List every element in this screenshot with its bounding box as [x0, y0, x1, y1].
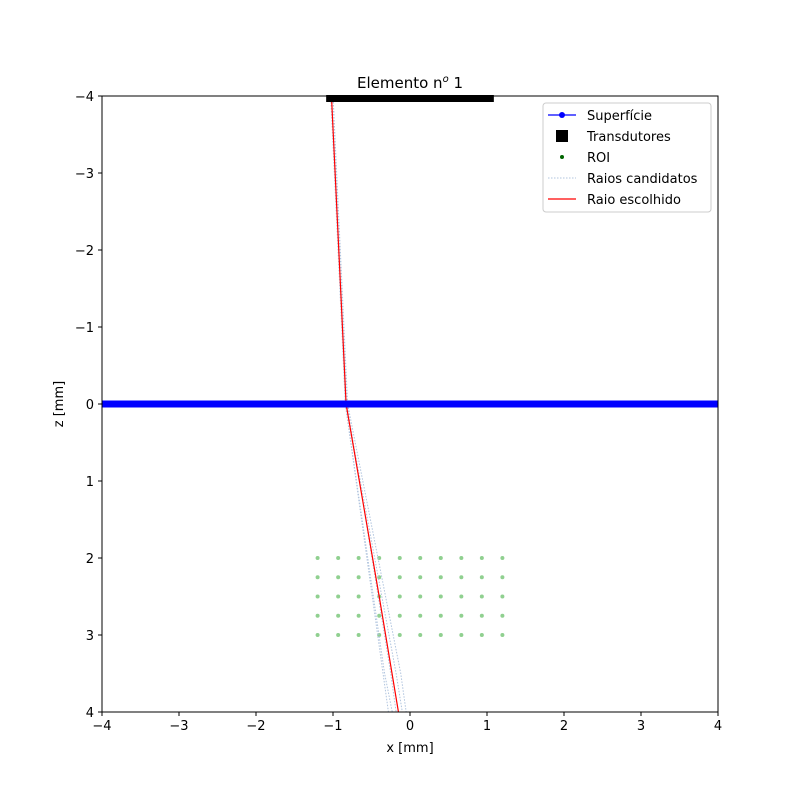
roi-point-1-6: [438, 575, 443, 580]
x-tick-label-7: 3: [637, 719, 645, 734]
legend-label-3: Raios candidatos: [587, 172, 698, 187]
legend: Superfície Transdutores ROI Raios candidato…: [542, 102, 712, 213]
roi-point-3-1: [336, 613, 341, 618]
roi-point-4-6: [438, 633, 443, 637]
roi-point-2-4: [397, 594, 402, 599]
roi-point-2-9: [500, 594, 505, 599]
roi-point-2-0: [315, 594, 320, 599]
chosen-ray: [330, 95, 400, 713]
roi-point-1-7: [459, 575, 464, 580]
roi-point-1-1: [336, 575, 341, 580]
legend-box: [542, 102, 712, 213]
roi-point-4-4: [397, 633, 402, 637]
roi-point-4-7: [459, 633, 464, 637]
legend-swatch-dot: [560, 155, 564, 159]
roi-point-4-5: [418, 633, 423, 637]
roi-point-1-5: [418, 575, 423, 580]
roi-point-3-7: [459, 613, 464, 618]
legend-item-4: Raio escolhido: [548, 193, 681, 208]
x-tick-label-5: 1: [483, 719, 491, 734]
roi-point-1-0: [315, 575, 320, 580]
roi-point-3-9: [500, 613, 505, 618]
roi-point-3-5: [418, 613, 423, 618]
roi-point-2-5: [418, 594, 423, 599]
roi-point-4-3: [377, 633, 382, 637]
transducer-array: [326, 95, 494, 102]
x-tick-label-6: 2: [560, 719, 568, 734]
roi-point-3-4: [397, 613, 402, 618]
x-axis-ticks: −4 −3 −2 −1 0 1 2 3 4: [92, 712, 722, 734]
candidate-ray-3: [330, 95, 389, 713]
roi-point-4-9: [500, 633, 505, 637]
roi-point-3-2: [356, 613, 361, 618]
roi-point-0-9: [500, 556, 505, 560]
x-tick-label-2: −2: [246, 719, 265, 734]
legend-swatch-marker: [559, 112, 565, 118]
x-tick-label-3: −1: [323, 719, 342, 734]
y-tick-label-0: −4: [75, 90, 94, 105]
y-tick-label-6: 2: [86, 552, 94, 567]
legend-label-2: ROI: [587, 151, 610, 166]
x-tick-label-0: −4: [92, 719, 111, 734]
roi-points: [315, 556, 505, 637]
roi-point-2-6: [438, 594, 443, 599]
roi-point-4-8: [479, 633, 484, 637]
roi-point-1-8: [479, 575, 484, 580]
roi-point-2-2: [356, 594, 361, 599]
legend-label-4: Raio escolhido: [587, 193, 681, 208]
roi-point-0-4: [397, 556, 402, 560]
legend-item-1: Transdutores: [556, 130, 671, 145]
legend-item-0: Superfície: [548, 109, 652, 124]
roi-point-2-7: [459, 594, 464, 599]
chart-title-main: Elemento n: [357, 74, 443, 92]
x-tick-label-4: 0: [406, 719, 414, 734]
legend-item-2: ROI: [560, 151, 610, 166]
x-tick-label-8: 4: [714, 719, 722, 734]
roi-point-1-4: [397, 575, 402, 580]
legend-item-3: Raios candidatos: [548, 172, 698, 187]
roi-point-1-9: [500, 575, 505, 580]
chart-title-suffix: 1: [449, 74, 463, 92]
candidate-ray-4: [332, 95, 407, 713]
roi-point-1-2: [356, 575, 361, 580]
transducer-63: [487, 95, 494, 102]
y-tick-label-5: 1: [86, 475, 94, 490]
y-tick-label-4: 0: [86, 398, 94, 413]
roi-point-2-8: [479, 594, 484, 599]
chart-title: Elemento no 1: [357, 74, 463, 92]
chart-title-superscript: o: [443, 74, 449, 85]
roi-point-0-6: [438, 556, 443, 560]
roi-point-0-1: [336, 556, 341, 560]
roi-point-0-5: [418, 556, 423, 560]
roi-point-2-1: [336, 594, 341, 599]
y-tick-label-1: −3: [75, 167, 94, 182]
roi-point-4-1: [336, 633, 341, 637]
roi-point-0-8: [479, 556, 484, 560]
legend-swatch-square: [556, 130, 568, 142]
roi-point-3-6: [438, 613, 443, 618]
y-axis-label: z [mm]: [52, 381, 67, 427]
x-axis-label: x [mm]: [386, 741, 433, 756]
legend-label-0: Superfície: [587, 109, 652, 124]
roi-point-4-0: [315, 633, 320, 637]
y-axis-ticks: −4 −3 −2 −1 0 1 2 3 4: [75, 90, 102, 721]
roi-point-3-3: [377, 613, 382, 618]
roi-point-3-0: [315, 613, 320, 618]
legend-label-1: Transdutores: [586, 130, 671, 145]
roi-point-0-2: [356, 556, 361, 560]
roi-point-0-0: [315, 556, 320, 560]
plot-area: [102, 95, 718, 713]
y-tick-label-8: 4: [86, 706, 94, 721]
x-tick-label-1: −3: [169, 719, 188, 734]
y-tick-label-3: −1: [75, 321, 94, 336]
roi-point-0-7: [459, 556, 464, 560]
roi-point-4-2: [356, 633, 361, 637]
roi-point-3-8: [479, 613, 484, 618]
y-tick-label-7: 3: [86, 629, 94, 644]
chosen-ray-line: [330, 95, 400, 713]
y-tick-label-2: −2: [75, 244, 94, 259]
